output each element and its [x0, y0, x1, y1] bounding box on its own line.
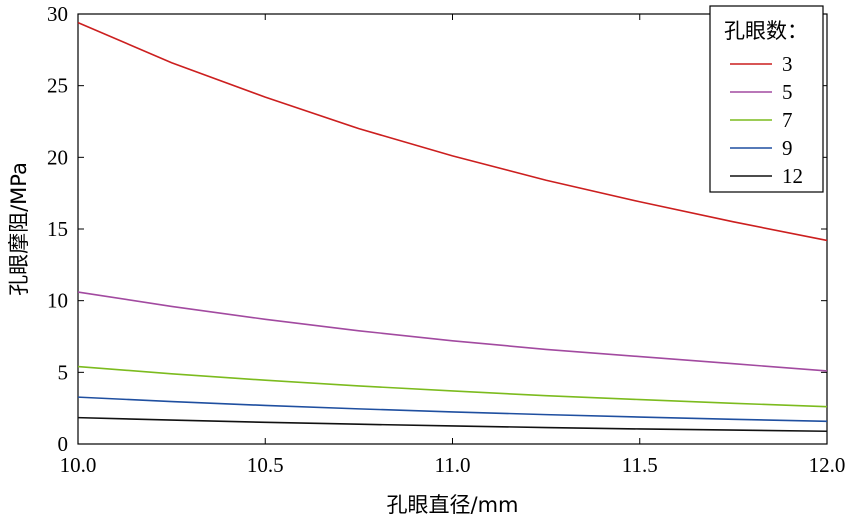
y-tick-label: 20 [47, 145, 68, 169]
legend-label-12: 12 [782, 164, 803, 188]
legend-label-5: 5 [782, 80, 793, 104]
legend-label-3: 3 [782, 52, 793, 76]
x-tick-label: 11.5 [622, 453, 658, 477]
y-tick-label: 30 [47, 2, 68, 26]
y-tick-label: 10 [47, 289, 68, 313]
legend: 孔眼数： 3 5 7 9 12 [709, 5, 824, 193]
y-tick-label: 5 [58, 360, 69, 384]
series-line-7 [77, 365, 828, 408]
series-line-12 [77, 416, 828, 433]
x-tick-label: 10.5 [247, 453, 284, 477]
y-tick-label: 25 [47, 74, 68, 98]
x-tick-label: 11.0 [435, 453, 471, 477]
y-axis-title: 孔眼摩阻/MPa [7, 162, 31, 296]
series-line-5 [77, 291, 828, 372]
legend-label-9: 9 [782, 136, 793, 160]
x-tick-label: 10.0 [60, 453, 97, 477]
x-tick-label: 12.0 [809, 453, 846, 477]
x-axis-title: 孔眼直径/mm [387, 493, 519, 517]
series-line-9 [77, 396, 828, 423]
legend-label-7: 7 [782, 108, 793, 132]
y-tick-label: 0 [58, 432, 69, 456]
legend-box [709, 5, 824, 193]
y-tick-label: 15 [47, 217, 68, 241]
series-line-3 [77, 21, 828, 242]
legend-title: 孔眼数： [724, 19, 808, 43]
